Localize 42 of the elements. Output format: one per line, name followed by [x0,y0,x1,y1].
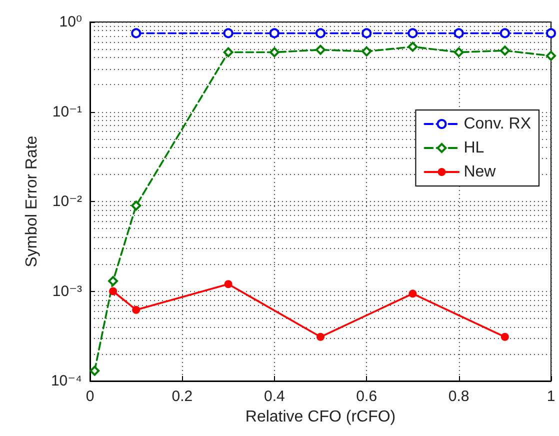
point [131,28,142,38]
y-tick-label: 10⁻⁴ [50,372,82,390]
x-tick-label: 0.4 [264,388,285,405]
legend-label: New [464,164,496,180]
point [500,46,510,56]
point [546,28,556,38]
legend-label: Conv. RX [464,116,532,132]
point [408,290,417,298]
point [269,28,280,38]
point [362,46,372,56]
point [316,28,326,38]
point [131,200,142,211]
point [316,332,324,341]
y-tick-label: 10⁻³ [52,282,82,300]
x-tick-label: 0.6 [356,388,378,405]
point [224,280,232,288]
x-axis-title: Relative CFO (rCFO) [245,408,396,426]
x-tick-label: 0.2 [172,388,193,405]
x-tick-label: 0 [86,388,94,405]
y-axis-title: Symbol Error Rate [24,136,41,268]
point [223,28,234,38]
point [454,28,464,38]
point [500,332,509,341]
point [223,47,234,58]
x-tick-label: 1 [546,388,556,405]
point [546,50,556,61]
point [408,28,418,38]
point [500,28,510,38]
y-tick-label: 10⁻² [52,193,82,210]
point [269,47,280,58]
point [132,306,140,314]
point [362,28,372,38]
point [454,47,464,58]
y-tick-label: 10⁰ [59,14,82,30]
point [90,366,100,376]
point [108,276,118,286]
point [316,44,326,55]
y-tick-label: 10⁻¹ [52,103,82,120]
legend-label: HL [464,140,484,156]
x-tick-label: 0.8 [448,388,470,405]
point [408,42,418,52]
point [109,287,118,296]
